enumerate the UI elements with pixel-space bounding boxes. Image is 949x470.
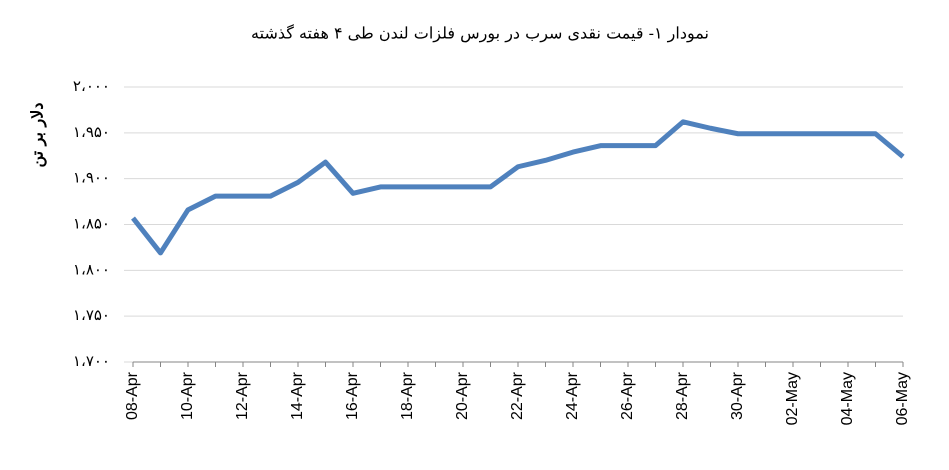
x-tick-label: 24-Apr (564, 371, 581, 420)
y-tick-label: ۱،۷۵۰ (73, 306, 110, 324)
y-tick-label: ۱،۹۰۰ (73, 169, 110, 187)
x-tick-label: 28-Apr (674, 371, 691, 420)
y-tick-label: ۱،۸۵۰ (73, 215, 110, 233)
x-tick-label: 26-Apr (619, 371, 636, 420)
line-series (131, 119, 905, 256)
x-tick-label: 06-May (894, 372, 911, 425)
x-tick-label: 08-Apr (124, 371, 141, 420)
x-tick-label: 20-Apr (454, 371, 471, 420)
x-tick-label: 30-Apr (729, 371, 746, 420)
x-tick-label: 04-May (839, 372, 856, 425)
y-tick-label: ۱،۹۵۰ (73, 123, 110, 141)
x-tick-label: 12-Apr (234, 371, 251, 420)
x-tick-label: 18-Apr (399, 371, 416, 420)
chart-title: نمودار ۱- قیمت نقدی سرب در بورس فلزات لن… (251, 24, 709, 43)
y-tick-label: ۱،۷۰۰ (73, 352, 110, 370)
y-tick-label: ۲،۰۰۰ (73, 77, 110, 95)
y-axis-label: دلار بر تن (28, 102, 48, 167)
x-tick-label: 02-May (784, 372, 801, 425)
x-tick-label: 14-Apr (289, 371, 306, 420)
x-tick-label: 10-Apr (179, 371, 196, 420)
x-tick-label: 16-Apr (344, 371, 361, 420)
x-tick-label: 22-Apr (509, 371, 526, 420)
y-tick-label: ۱،۸۰۰ (73, 260, 110, 278)
